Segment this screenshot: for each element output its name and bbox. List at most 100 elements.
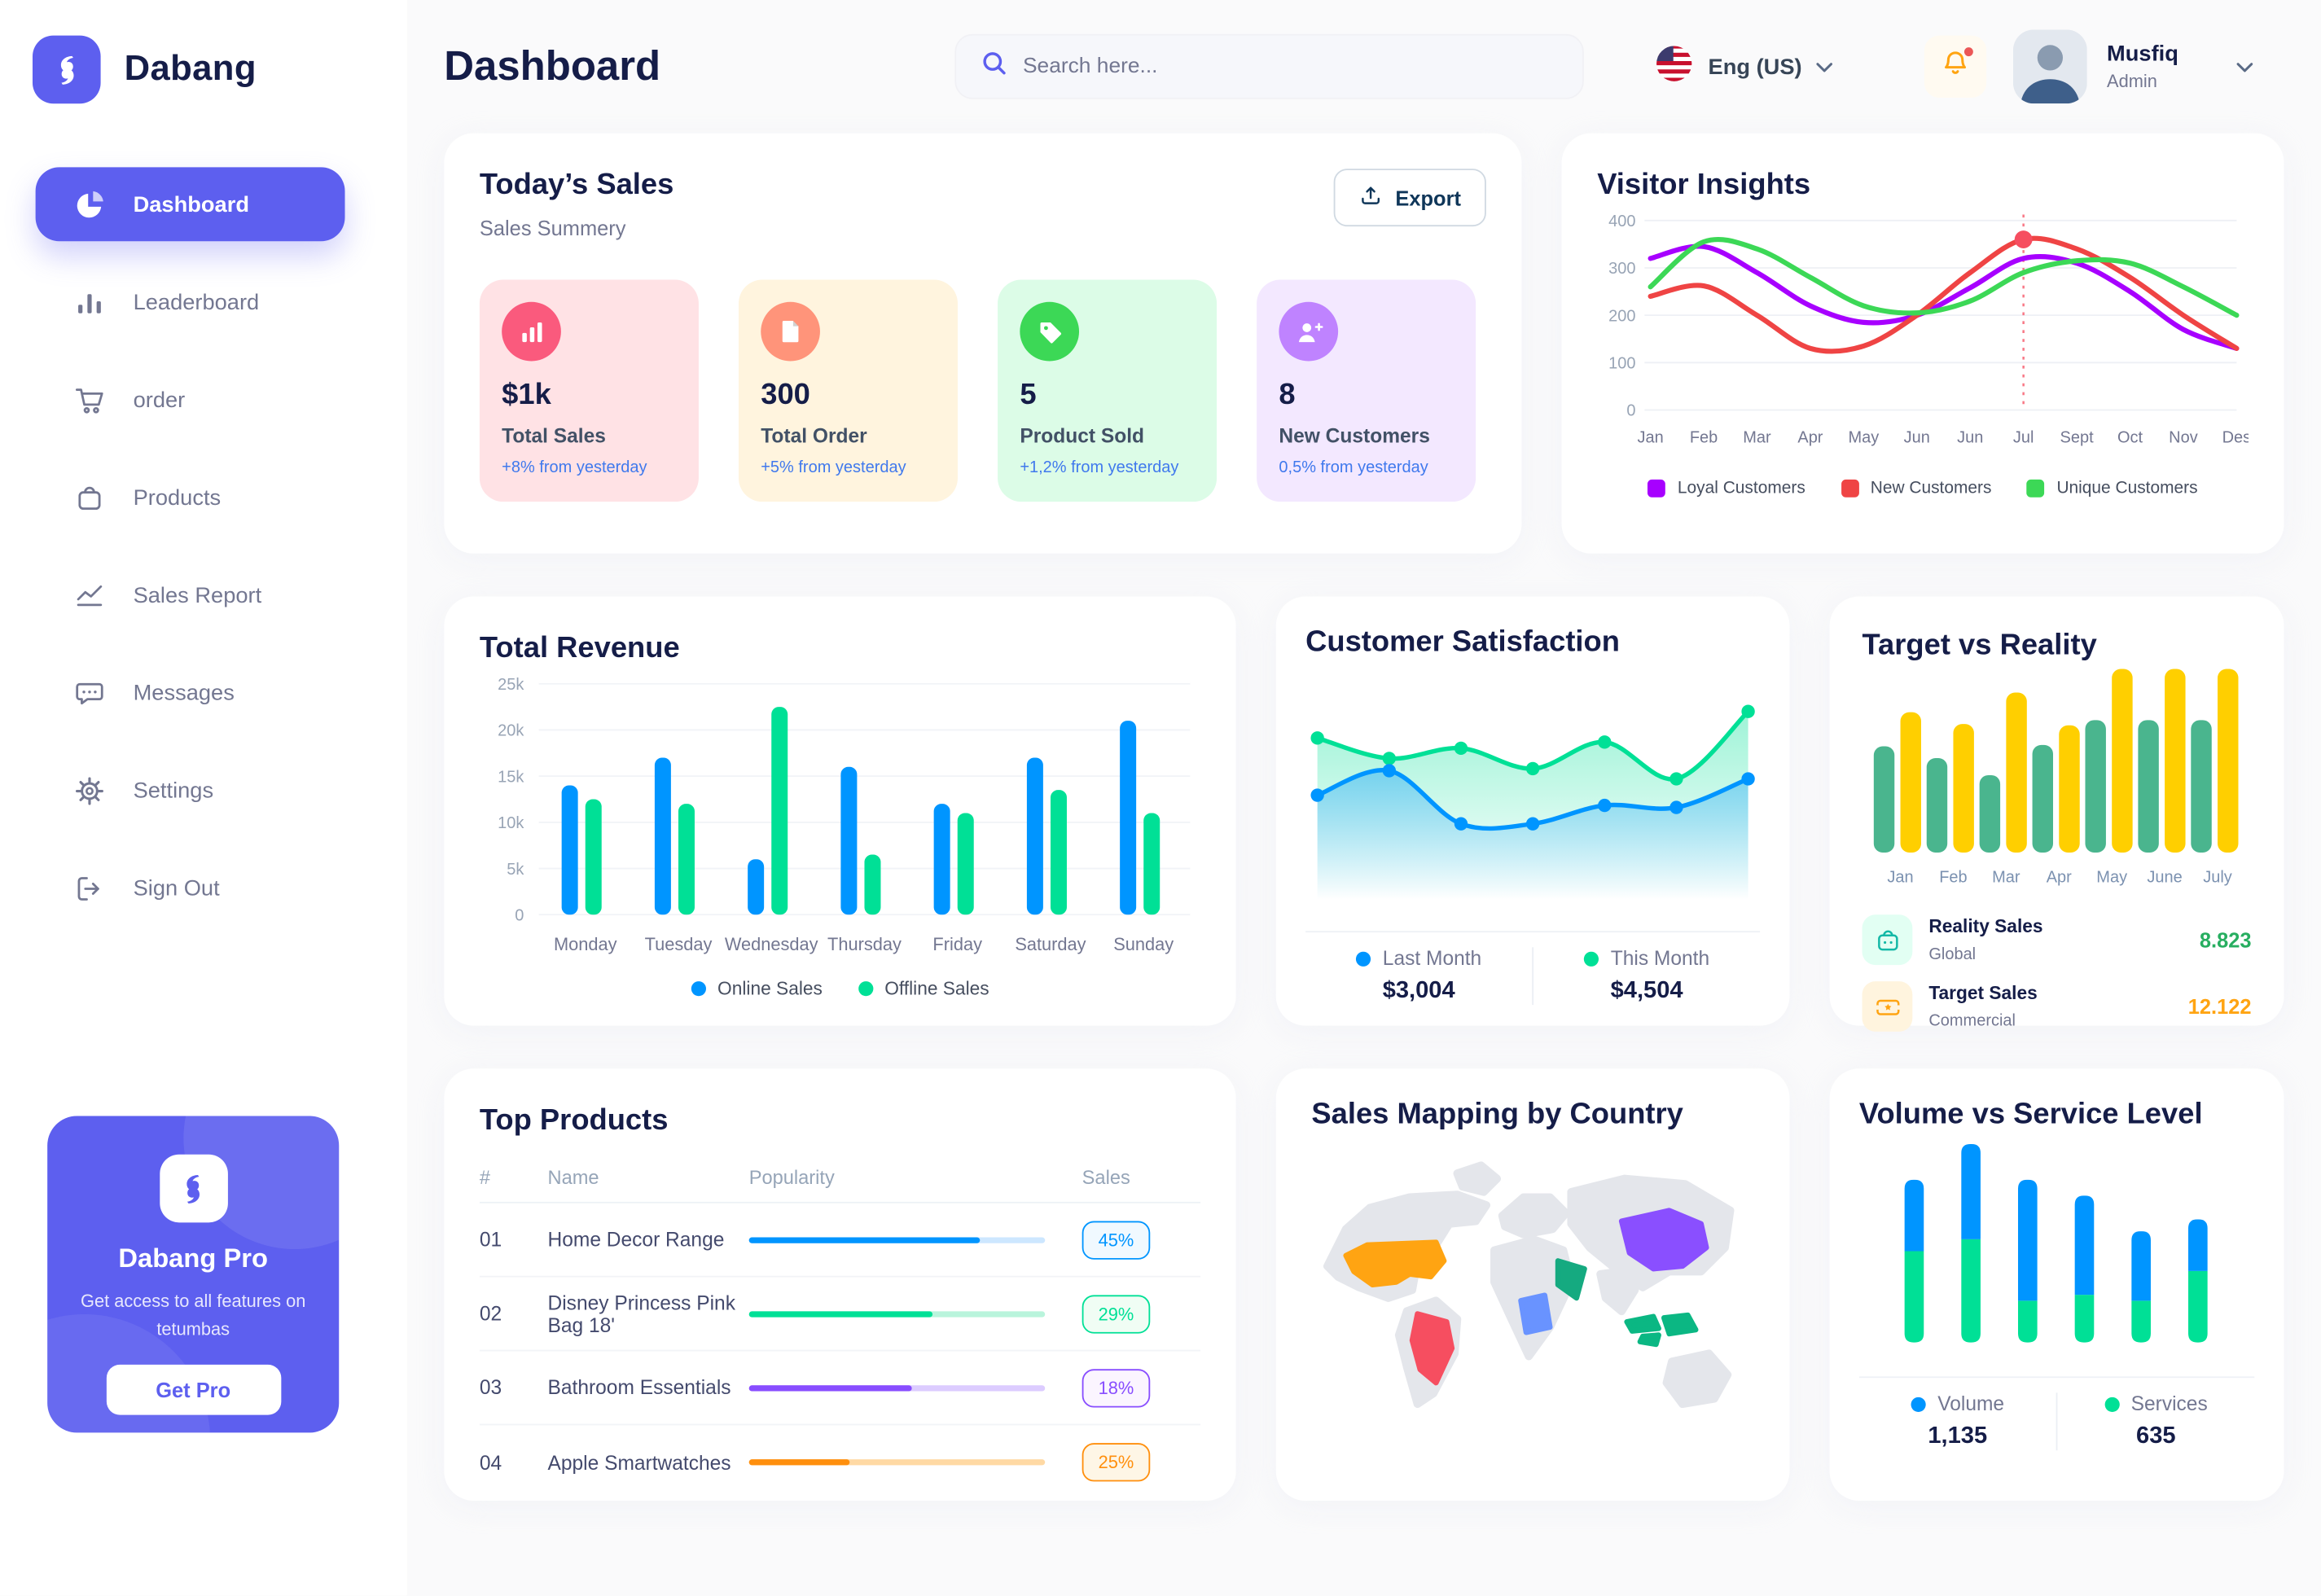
stat-card-total-sales: $1k Total Sales +8% from yesterday (479, 279, 699, 502)
brand-logo-row: Dabang (0, 0, 407, 104)
table-row[interactable]: 04 Apple Smartwatches 25% (480, 1425, 1200, 1499)
stat-label: Total Order (761, 424, 867, 447)
sidebar-item-messages[interactable]: Messages (36, 656, 345, 730)
sales-badge: 25% (1082, 1443, 1151, 1482)
product-name: Disney Princess Pink Bag 18' (547, 1291, 735, 1336)
svg-text:Feb: Feb (1690, 428, 1718, 446)
bag-icon (74, 481, 107, 514)
volume-service-chart (1904, 1144, 2208, 1343)
svg-text:Wednesday: Wednesday (725, 934, 818, 954)
svg-text:20k: 20k (498, 722, 524, 740)
column-header: Popularity (748, 1166, 835, 1189)
legend-item: Loyal Customers (1648, 479, 1805, 498)
svg-text:Friday: Friday (932, 934, 982, 954)
legend-item: Target Sales Commercial 12.122 (1862, 980, 2252, 1033)
user-name: Musfiq (2107, 41, 2178, 67)
svg-text:100: 100 (1608, 355, 1635, 373)
notifications-button[interactable] (1924, 35, 1987, 98)
legend-sublabel: Commercial (1928, 1012, 2016, 1031)
product-name: Apple Smartwatches (547, 1451, 731, 1474)
sidebar-item-sales-report[interactable]: Sales Report (36, 558, 345, 632)
search-input[interactable] (1022, 55, 1559, 79)
pie-chart-icon (74, 188, 107, 221)
user-menu[interactable]: Musfiq Admin (2013, 29, 2253, 104)
search-icon (980, 49, 1008, 85)
top-products-title: Top Products (479, 1103, 669, 1137)
stat-user-icon (1279, 301, 1339, 362)
sidebar-item-dashboard[interactable]: Dashboard (35, 167, 345, 242)
stat-label: Total Sales (502, 424, 606, 447)
product-name: Home Decor Range (547, 1228, 725, 1251)
world-map (1323, 1161, 1735, 1409)
brand-name: Dabang (124, 48, 257, 90)
stat-delta: +5% from yesterday (761, 458, 906, 477)
country-indonesia (1624, 1313, 1661, 1334)
export-button[interactable]: Export (1333, 169, 1486, 227)
table-row[interactable]: 01 Home Decor Range 45% (479, 1204, 1201, 1278)
target-vs-reality-title: Target vs Reality (1862, 629, 2097, 662)
total-revenue-title: Total Revenue (479, 632, 680, 665)
line-chart-icon (74, 579, 107, 612)
product-index: 02 (479, 1302, 502, 1325)
get-pro-button[interactable]: Get Pro (105, 1365, 281, 1415)
sidebar-item-sign-out[interactable]: Sign Out (36, 851, 345, 925)
stat-label: Product Sold (1020, 424, 1145, 447)
sidebar-item-order[interactable]: order (36, 362, 345, 436)
stat-delta: 0,5% from yesterday (1279, 458, 1428, 477)
stat-bars-icon (502, 301, 561, 362)
svg-text:25k: 25k (498, 676, 524, 694)
svg-text:Apr: Apr (1797, 428, 1823, 446)
svg-text:Des: Des (2222, 428, 2249, 446)
legend-label: Target Sales (1928, 982, 2038, 1004)
svg-text:Tuesday: Tuesday (645, 934, 713, 954)
svg-text:Thursday: Thursday (827, 934, 902, 954)
gear-icon (74, 774, 107, 807)
sign-out-icon (74, 872, 107, 905)
country-indonesia (1637, 1332, 1661, 1348)
todays-sales-card: Today’s Sales Sales Summery Export $1k T… (444, 133, 1522, 554)
sidebar-item-label: Sign Out (133, 875, 220, 901)
content-grid: Today’s Sales Sales Summery Export $1k T… (444, 133, 2284, 1502)
avatar (2013, 29, 2088, 104)
legend-item: Reality Sales Global 8.823 (1862, 913, 2252, 966)
sidebar-item-label: Settings (133, 778, 214, 804)
legend-item: Volume 1,135 (1859, 1392, 2056, 1450)
search-bar (954, 33, 1584, 99)
volume-service-title: Volume vs Service Level (1858, 1098, 2203, 1131)
chevron-down-icon (2235, 53, 2253, 80)
stat-delta: +1,2% from yesterday (1020, 458, 1179, 477)
sidebar: Dabang Dashboard Leaderboard order Products… (0, 0, 407, 1596)
page-title: Dashboard (444, 42, 661, 90)
stat-value: $1k (502, 379, 551, 412)
svg-text:Mar: Mar (1743, 428, 1771, 446)
country-usa (1343, 1239, 1447, 1287)
export-icon (1358, 183, 1382, 212)
stat-card-product-sold: 5 Product Sold +1,2% from yesterday (998, 279, 1218, 502)
svg-text:300: 300 (1608, 260, 1635, 278)
sidebar-item-label: Products (133, 484, 222, 511)
language-selector[interactable]: Eng (US) (1655, 44, 1833, 90)
pro-title: Dabang Pro (118, 1243, 268, 1274)
sidebar-item-settings[interactable]: Settings (36, 753, 345, 827)
sidebar-item-label: Leaderboard (133, 289, 260, 315)
svg-text:Jun: Jun (1957, 428, 1983, 446)
sidebar-item-products[interactable]: Products (36, 460, 345, 534)
product-index: 03 (479, 1376, 502, 1399)
sales-mapping-title: Sales Mapping by Country (1311, 1098, 1683, 1131)
table-row[interactable]: 02 Disney Princess Pink Bag 18' 29% (479, 1278, 1201, 1352)
table-row[interactable]: 03 Bathroom Essentials 18% (479, 1351, 1201, 1426)
popularity-bar (748, 1384, 1046, 1391)
sidebar-item-label: Dashboard (133, 191, 250, 217)
svg-text:200: 200 (1608, 307, 1635, 325)
svg-text:Oct: Oct (2117, 428, 2143, 446)
volume-service-legend: Volume 1,135 Services 635 (1859, 1392, 2254, 1451)
stat-card-new-customers: 8 New Customers 0,5% from yesterday (1257, 279, 1476, 502)
sidebar-item-leaderboard[interactable]: Leaderboard (36, 265, 345, 339)
country-indonesia (1661, 1312, 1699, 1337)
customer-satisfaction-card: Customer Satisfaction Last Month $3,004 Th… (1275, 596, 1790, 1026)
sales-badge: 29% (1082, 1294, 1151, 1333)
popularity-bar (748, 1310, 1046, 1317)
svg-text:0: 0 (1626, 402, 1635, 420)
svg-text:Sept: Sept (2060, 428, 2095, 446)
